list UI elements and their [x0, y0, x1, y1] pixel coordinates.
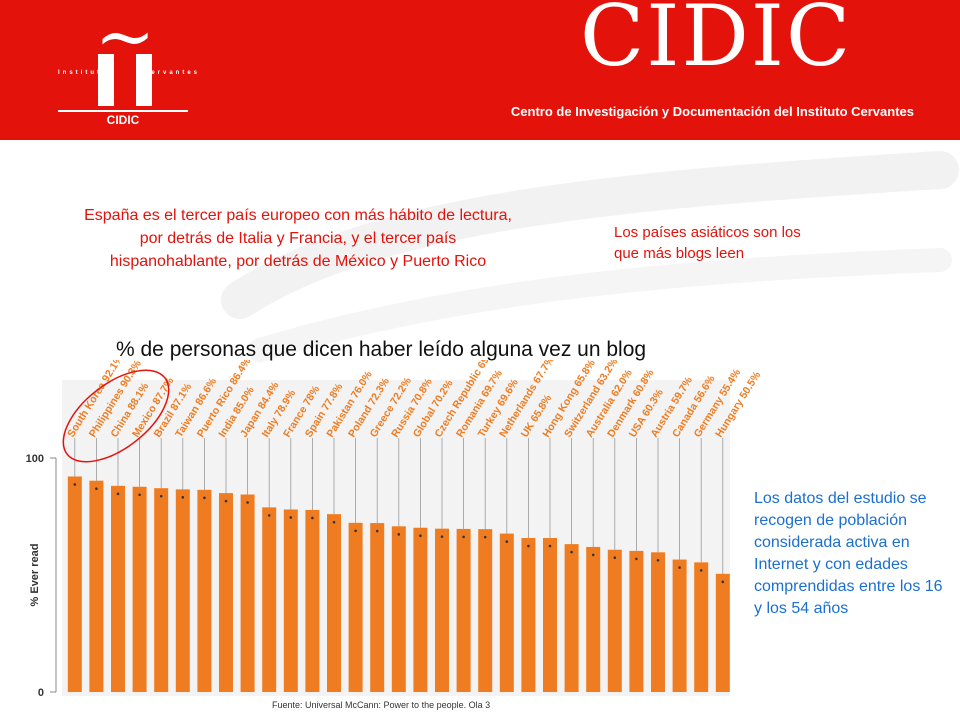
bar-marker	[505, 540, 509, 543]
bar-marker	[570, 550, 573, 554]
bar-marker	[73, 483, 77, 486]
bar-marker	[311, 516, 314, 520]
bar-marker	[591, 553, 595, 557]
bar	[391, 526, 406, 692]
background-watermark	[221, 151, 959, 362]
bar	[111, 485, 125, 692]
bar-marker	[267, 514, 271, 517]
bar-marker	[203, 496, 206, 500]
bar	[219, 493, 233, 692]
instituto-cervantes-logo: ~ Instituto Cervantes CIDIC	[52, 0, 197, 130]
bar	[629, 550, 644, 692]
bar-marker	[483, 535, 487, 539]
logo-instituto-text: Instituto	[58, 70, 109, 76]
bar-marker	[397, 533, 401, 536]
bar	[456, 528, 471, 692]
bar	[67, 476, 82, 692]
bar	[651, 552, 665, 692]
bar	[564, 544, 579, 692]
bar	[586, 546, 601, 692]
study-data-note: Los datos del estudio se recogen de pobl…	[754, 490, 943, 617]
bar-marker	[116, 492, 120, 496]
logo-rule	[58, 110, 188, 112]
bar-marker	[656, 559, 660, 562]
bar	[715, 573, 730, 692]
bar-marker	[224, 499, 228, 503]
y-tick-label-100: 100	[26, 453, 44, 465]
logo-cervantes-text: Cervantes	[144, 70, 201, 76]
bar	[327, 514, 341, 692]
bar-marker	[375, 529, 379, 533]
brand-title: CIDIC	[580, 0, 853, 85]
bar-marker	[332, 520, 336, 524]
bar	[672, 559, 687, 692]
bar	[154, 488, 169, 692]
bar-marker	[289, 516, 293, 519]
bar-marker	[613, 556, 617, 560]
bar-marker	[440, 535, 444, 538]
bar	[435, 528, 449, 692]
spain-note: España es el tercer país europeo con más…	[84, 207, 512, 270]
bar-marker	[462, 535, 465, 539]
bar	[478, 529, 493, 692]
bar	[283, 509, 298, 692]
bar	[543, 538, 557, 692]
bar-marker	[354, 529, 357, 533]
logo-caption: CIDIC	[106, 113, 140, 127]
logo-tilde: ~	[94, 0, 156, 78]
bar-marker	[699, 569, 703, 572]
bar	[132, 486, 147, 692]
bar-marker	[527, 544, 530, 548]
source-note: Fuente: Universal McCann: Power to the p…	[272, 700, 491, 710]
bar-marker	[721, 580, 725, 584]
chart-title: % de personas que dicen haber leído algu…	[116, 338, 647, 361]
bar	[197, 489, 212, 692]
bar	[262, 507, 277, 692]
bar-marker	[548, 544, 552, 548]
bar	[694, 562, 709, 692]
logo-pillar-right	[136, 54, 152, 106]
bar-marker	[95, 487, 98, 490]
y-tick-label-0: 0	[38, 687, 44, 699]
bar	[175, 489, 190, 692]
bar-marker	[635, 557, 638, 561]
bar	[521, 538, 536, 692]
logo-pillar-left	[98, 54, 114, 106]
bar	[305, 509, 320, 692]
bar	[89, 480, 104, 692]
brand-subtitle: Centro de Investigación y Documentación …	[510, 104, 914, 119]
bar-marker	[246, 501, 249, 504]
bar	[370, 523, 385, 692]
bar	[499, 533, 514, 692]
bar	[348, 522, 363, 692]
bar-marker	[181, 496, 185, 499]
header-banner: ~ Instituto Cervantes CIDIC CIDIC Centro…	[0, 0, 960, 140]
bar	[240, 494, 255, 692]
bar-marker	[159, 494, 163, 498]
bar	[413, 527, 428, 692]
bar-marker	[419, 534, 422, 538]
highlight-circle	[62, 369, 170, 463]
bar-chart: 100 0 % Ever read South Korea 92.1%Phili…	[26, 360, 760, 699]
asia-note: Los países asiáticos son los que más blo…	[614, 224, 801, 262]
bar	[607, 549, 622, 692]
y-axis-label: % Ever read	[29, 544, 41, 607]
bar-marker	[678, 566, 681, 569]
bar-marker	[138, 493, 141, 497]
